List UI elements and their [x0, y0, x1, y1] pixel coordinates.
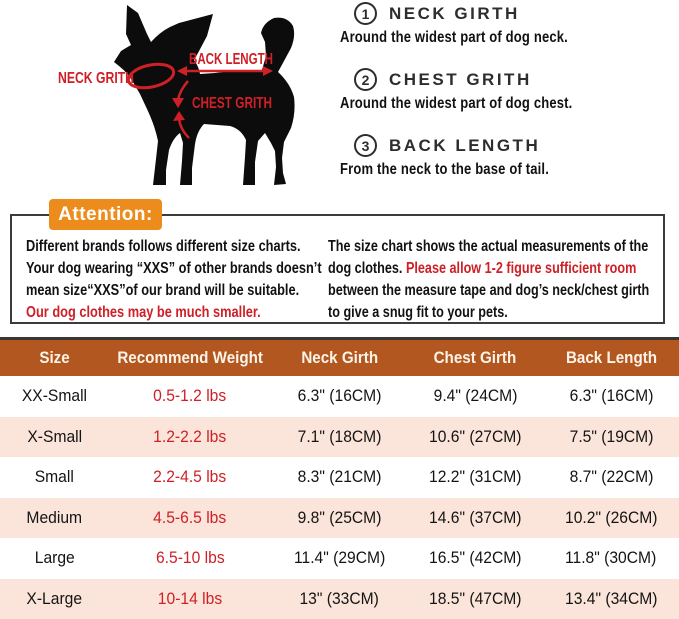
- dog-silhouette: [114, 5, 295, 185]
- neck-value: 9.8" (25CM): [297, 507, 382, 527]
- table-row-small: Small 2.2-4.5 lbs 8.3" (21CM) 12.2" (31C…: [0, 457, 679, 498]
- weight-value: 6.5-10 lbs: [155, 548, 225, 568]
- measurement-guide: 1 NECK GIRTH Around the widest part of d…: [340, 2, 679, 179]
- step-1-circle-icon: 1: [354, 2, 377, 25]
- attention-segment: between the measure tape and dog’s neck/…: [328, 282, 650, 321]
- guide-head: 1 NECK GIRTH: [354, 2, 679, 25]
- back-value: 11.8" (30CM): [565, 548, 657, 568]
- attention-line: Different brands follows different size …: [26, 238, 301, 255]
- table-row-xx-small: XX-Small 0.5-1.2 lbs 6.3" (16CM) 9.4" (2…: [0, 376, 679, 417]
- header-neck-girth: Neck Girth: [301, 348, 378, 367]
- attention-text-right: The size chart shows the actual measurem…: [328, 236, 660, 324]
- chest-value: 10.6" (27CM): [429, 426, 522, 446]
- chest-girth-label: CHEST GRITH: [192, 95, 272, 112]
- neck-value: 6.3" (16CM): [297, 386, 382, 406]
- neck-value: 7.1" (18CM): [297, 426, 382, 446]
- guide-item-neck-girth: 1 NECK GIRTH Around the widest part of d…: [340, 2, 679, 47]
- chest-value: 18.5" (47CM): [429, 588, 522, 608]
- chest-value: 12.2" (31CM): [429, 467, 522, 487]
- attention-badge: Attention:: [49, 199, 162, 230]
- neck-girth-ellipse: [126, 62, 176, 90]
- weight-value: 0.5-1.2 lbs: [153, 386, 227, 406]
- weight-value: 1.2-2.2 lbs: [153, 426, 227, 446]
- neck-value: 8.3" (21CM): [297, 467, 382, 487]
- size-table-header-row: Size Recommend Weight Neck Girth Chest G…: [0, 340, 679, 376]
- guide-head: 2 CHEST GRITH: [354, 68, 679, 91]
- chest-value: 9.4" (24CM): [433, 386, 518, 406]
- header-back-length: Back Length: [565, 348, 657, 367]
- table-row-x-large: X-Large 10-14 lbs 13" (33CM) 18.5" (47CM…: [0, 578, 679, 619]
- step-3-circle-icon: 3: [354, 134, 377, 157]
- weight-value: 2.2-4.5 lbs: [153, 467, 227, 487]
- back-length-arrow: [177, 66, 273, 76]
- weight-value: 4.5-6.5 lbs: [153, 507, 227, 527]
- back-value: 6.3" (16CM): [569, 386, 653, 406]
- size-value: X-Small: [26, 426, 82, 446]
- attention-box: Different brands follows different size …: [10, 214, 665, 324]
- attention-line-red: Our dog clothes may be much smaller.: [26, 304, 261, 321]
- back-value: 13.4" (34CM): [564, 588, 658, 608]
- weight-value: 10-14 lbs: [157, 588, 223, 608]
- chest-value: 16.5" (42CM): [429, 548, 522, 568]
- neck-value: 13" (33CM): [299, 588, 380, 608]
- table-row-x-small: X-Small 1.2-2.2 lbs 7.1" (18CM) 10.6" (2…: [0, 416, 679, 457]
- attention-segment-red: Please allow 1-2 figure sufficient room: [405, 260, 637, 277]
- guide-desc: From the neck to the base of tail.: [340, 161, 550, 178]
- attention-line: Your dog wearing “XXS” of other brands d…: [26, 260, 322, 277]
- back-value: 8.7" (22CM): [569, 467, 653, 487]
- neck-girth-label: NECK GRITH: [58, 70, 134, 87]
- chest-girth-arrows: [172, 80, 190, 139]
- size-value: Small: [34, 467, 74, 487]
- size-value: X-Large: [26, 588, 83, 608]
- header-size: Size: [39, 348, 70, 367]
- step-2-circle-icon: 2: [354, 68, 377, 91]
- guide-item-back-length: 3 BACK LENGTH From the neck to the base …: [340, 134, 679, 179]
- header-chest-girth: Chest Girth: [433, 348, 517, 367]
- table-row-large: Large 6.5-10 lbs 11.4" (29CM) 16.5" (42C…: [0, 538, 679, 579]
- back-length-label: BACK LENGTH: [189, 51, 273, 68]
- guide-desc: Around the widest part of dog neck.: [340, 29, 568, 46]
- guide-desc: Around the widest part of dog chest.: [340, 95, 573, 112]
- size-table: Size Recommend Weight Neck Girth Chest G…: [0, 337, 679, 619]
- chest-value: 14.6" (37CM): [429, 507, 522, 527]
- dog-measurement-diagram: NECK GRITH BACK LENGTH CHEST GRITH: [58, 5, 295, 185]
- size-value: Large: [34, 548, 75, 568]
- guide-title: CHEST GRITH: [389, 69, 532, 89]
- guide-title: BACK LENGTH: [389, 135, 541, 155]
- attention-segment: The size chart shows the actual measurem…: [328, 238, 649, 277]
- size-value: XX-Small: [21, 386, 87, 406]
- neck-value: 11.4" (29CM): [293, 548, 386, 568]
- attention-line: mean size“XXS”of our brand will be suita…: [26, 282, 300, 299]
- guide-title: NECK GIRTH: [389, 3, 520, 23]
- back-value: 10.2" (26CM): [564, 507, 658, 527]
- guide-item-chest-girth: 2 CHEST GRITH Around the widest part of …: [340, 68, 679, 113]
- table-row-medium: Medium 4.5-6.5 lbs 9.8" (25CM) 14.6" (37…: [0, 497, 679, 538]
- back-value: 7.5" (19CM): [569, 426, 653, 446]
- guide-head: 3 BACK LENGTH: [354, 134, 679, 157]
- size-value: Medium: [26, 507, 83, 527]
- attention-text-left: Different brands follows different size …: [26, 236, 324, 324]
- header-recommend-weight: Recommend Weight: [117, 348, 263, 367]
